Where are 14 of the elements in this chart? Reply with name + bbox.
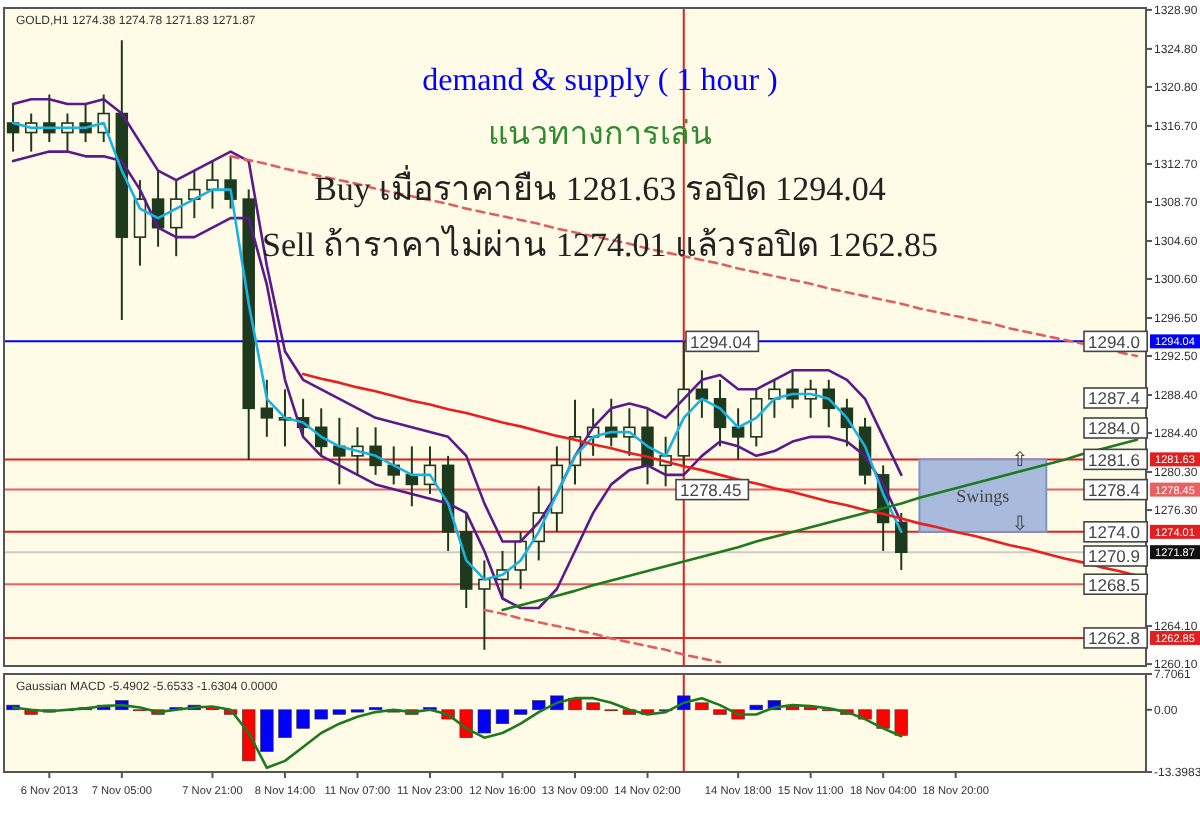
annotation: 1294.04	[690, 331, 752, 352]
annotation: 1274.0	[1088, 522, 1141, 543]
annotation: Buy เมื่อราคายืน 1281.63 รอปิด 1294.04	[314, 164, 887, 208]
annotation: 1294.0	[1088, 331, 1141, 352]
annotation: 1270.9	[1088, 546, 1141, 567]
annotation: 1268.5	[1088, 574, 1141, 595]
annotation: 1262.8	[1088, 628, 1141, 649]
annotation: ⇩	[1011, 514, 1029, 536]
band-label: Swings	[956, 485, 1011, 506]
annotation: 1278.4	[1088, 480, 1141, 501]
annotation: 1287.4	[1088, 388, 1141, 409]
annotation: 1278.45	[680, 480, 742, 501]
annotation: 1284.0	[1088, 418, 1141, 439]
annotation: 1281.6	[1088, 449, 1141, 470]
